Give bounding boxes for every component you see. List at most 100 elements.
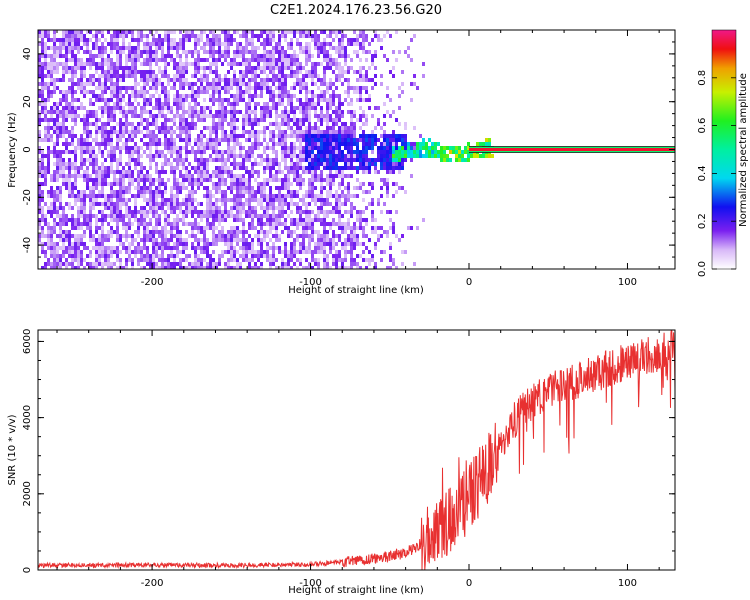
heatmap-cell xyxy=(353,206,356,210)
heatmap-cell xyxy=(56,78,59,82)
heatmap-cell xyxy=(83,38,86,42)
heatmap-cell xyxy=(98,50,101,54)
heatmap-cell xyxy=(281,214,284,218)
heatmap-cell xyxy=(170,170,173,174)
heatmap-cell xyxy=(386,142,389,146)
heatmap-cell xyxy=(308,202,311,206)
heatmap-cell xyxy=(149,198,152,202)
heatmap-cell xyxy=(356,150,359,154)
heatmap-cell xyxy=(71,106,74,110)
heatmap-cell xyxy=(275,46,278,50)
heatmap-cell xyxy=(152,106,155,110)
heatmap-cell xyxy=(236,118,239,122)
heatmap-cell xyxy=(71,134,74,138)
heatmap-cell xyxy=(170,30,173,34)
heatmap-cell xyxy=(311,250,314,254)
heatmap-cell xyxy=(149,94,152,98)
heatmap-cell xyxy=(119,154,122,158)
heatmap-cell xyxy=(359,46,362,50)
heatmap-cell xyxy=(224,46,227,50)
heatmap-cell xyxy=(386,234,389,238)
heatmap-cell xyxy=(173,150,176,154)
heatmap-cell xyxy=(290,58,293,62)
heatmap-cell xyxy=(80,102,83,106)
heatmap-cell xyxy=(44,138,47,142)
heatmap-cell xyxy=(257,234,260,238)
heatmap-cell xyxy=(206,194,209,198)
heatmap-cell xyxy=(212,222,215,226)
heatmap-cell xyxy=(335,46,338,50)
heatmap-cell xyxy=(245,178,248,182)
heatmap-cell xyxy=(359,138,362,142)
heatmap-cell xyxy=(335,30,338,34)
heatmap-cell xyxy=(251,266,254,269)
heatmap-cell xyxy=(74,234,77,238)
heatmap-cell xyxy=(119,190,122,194)
heatmap-cell xyxy=(155,118,158,122)
heatmap-cell xyxy=(338,158,341,162)
heatmap-cell xyxy=(182,210,185,214)
heatmap-cell xyxy=(38,146,41,150)
heatmap-cell xyxy=(143,242,146,246)
heatmap-cell xyxy=(62,214,65,218)
heatmap-cell xyxy=(245,190,248,194)
heatmap-cell xyxy=(302,66,305,70)
heatmap-cell xyxy=(50,194,53,198)
heatmap-cell xyxy=(341,54,344,58)
heatmap-cell xyxy=(374,134,377,138)
heatmap-cell xyxy=(86,182,89,186)
heatmap-cell xyxy=(284,198,287,202)
heatmap-cell xyxy=(278,250,281,254)
heatmap-cell xyxy=(332,122,335,126)
heatmap-cell xyxy=(392,110,395,114)
heatmap-cell xyxy=(242,78,245,82)
heatmap-cell xyxy=(47,82,50,86)
heatmap-cell xyxy=(164,90,167,94)
heatmap-cell xyxy=(158,242,161,246)
heatmap-cell xyxy=(74,186,77,190)
heatmap-cell xyxy=(113,82,116,86)
heatmap-cell xyxy=(218,58,221,62)
heatmap-cell xyxy=(188,50,191,54)
heatmap-cell xyxy=(365,58,368,62)
heatmap-cell xyxy=(164,198,167,202)
heatmap-cell xyxy=(107,202,110,206)
heatmap-cell xyxy=(269,230,272,234)
heatmap-cell xyxy=(131,134,134,138)
heatmap-cell xyxy=(326,230,329,234)
heatmap-cell xyxy=(287,46,290,50)
heatmap-cell xyxy=(164,130,167,134)
heatmap-cell xyxy=(311,134,314,138)
heatmap-cell xyxy=(95,130,98,134)
heatmap-cell xyxy=(365,70,368,74)
heatmap-cell xyxy=(239,262,242,266)
heatmap-cell xyxy=(80,234,83,238)
heatmap-cell xyxy=(71,254,74,258)
heatmap-cell xyxy=(38,74,41,78)
heatmap-cell xyxy=(200,130,203,134)
heatmap-cell xyxy=(365,142,368,146)
heatmap-cell xyxy=(236,234,239,238)
heatmap-cell xyxy=(341,190,344,194)
heatmap-cell xyxy=(143,110,146,114)
heatmap-cell xyxy=(344,194,347,198)
heatmap-cell xyxy=(350,162,353,166)
heatmap-cell xyxy=(218,98,221,102)
heatmap-cell xyxy=(227,250,230,254)
heatmap-cell xyxy=(203,50,206,54)
heatmap-cell xyxy=(161,178,164,182)
heatmap-cell xyxy=(83,74,86,78)
heatmap-cell xyxy=(137,50,140,54)
heatmap-cell xyxy=(218,54,221,58)
heatmap-cell xyxy=(278,202,281,206)
heatmap-cell xyxy=(188,202,191,206)
heatmap-cell xyxy=(68,102,71,106)
heatmap-cell xyxy=(443,158,446,162)
heatmap-cell xyxy=(263,42,266,46)
heatmap-cell xyxy=(164,58,167,62)
heatmap-cell xyxy=(389,158,392,162)
heatmap-cell xyxy=(98,82,101,86)
heatmap-cell xyxy=(170,266,173,269)
heatmap-cell xyxy=(218,110,221,114)
heatmap-cell xyxy=(155,206,158,210)
